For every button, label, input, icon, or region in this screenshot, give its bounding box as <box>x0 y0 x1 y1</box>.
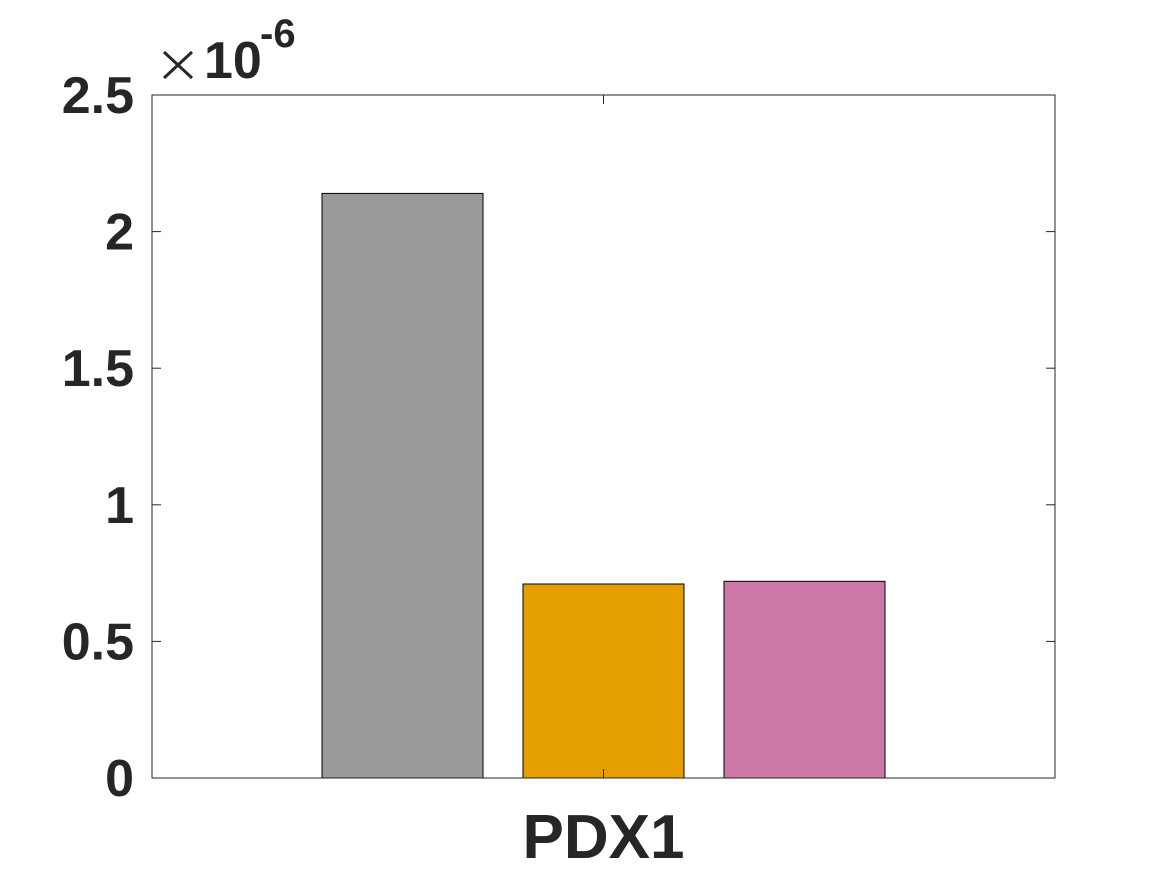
x-axis-tick-labels: PDX1 <box>523 803 685 872</box>
y-axis-tick-labels: 0 0.5 1 1.5 2 2.5 <box>62 67 134 808</box>
y-tick-label: 1.5 <box>62 340 134 398</box>
multiplier-exponent: -6 <box>260 12 296 56</box>
times-symbol <box>162 50 194 80</box>
bar-series-1-pdx1 <box>321 192 484 779</box>
y-tick-label: 2.5 <box>62 67 134 125</box>
y-tick-label: 1 <box>105 477 134 535</box>
bar-series-2-pdx1 <box>522 583 685 779</box>
multiplier-base: 10 <box>204 32 262 90</box>
y-tick-label: 0.5 <box>62 613 134 671</box>
y-tick-label: 2 <box>105 204 134 262</box>
y-tick-label: 0 <box>105 750 134 808</box>
bar-series-3-pdx1 <box>723 580 886 779</box>
y-axis-multiplier: 10 -6 <box>162 12 296 90</box>
x-tick-label: PDX1 <box>523 803 685 872</box>
axis-ticks <box>152 94 1055 779</box>
bars-layer <box>321 192 886 779</box>
